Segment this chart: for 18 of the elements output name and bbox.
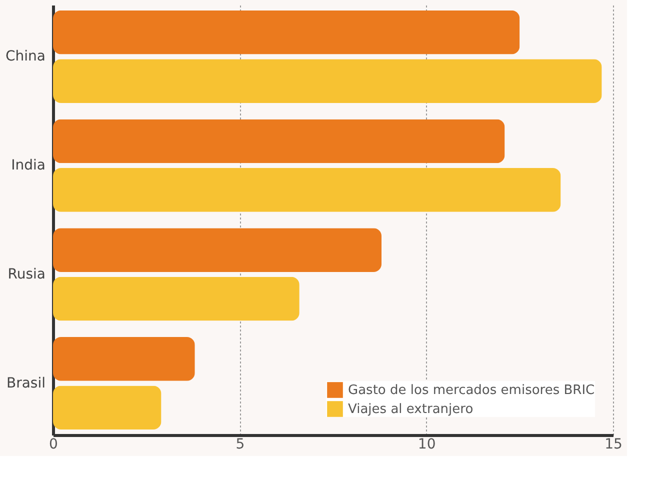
x-tick-label: 15: [604, 436, 622, 452]
bar: [53, 168, 561, 212]
legend-label: Viajes al extranjero: [348, 402, 474, 417]
bar: [53, 337, 195, 381]
bar: [53, 59, 602, 103]
y-tick-label: Brasil: [6, 375, 46, 392]
y-tick-label: India: [11, 158, 46, 174]
x-tick-label: 10: [418, 436, 436, 452]
x-tick-label: 5: [236, 436, 245, 452]
bar: [53, 119, 505, 164]
x-tick-label: 0: [49, 436, 58, 452]
bar: [53, 10, 520, 54]
y-tick-label: China: [6, 48, 46, 65]
legend-label: Gasto de los mercados emisores BRIC: [348, 383, 595, 398]
bar: [53, 386, 162, 430]
y-tick-label: Rusia: [8, 266, 46, 282]
bar: [53, 276, 300, 321]
bar: [53, 228, 382, 272]
